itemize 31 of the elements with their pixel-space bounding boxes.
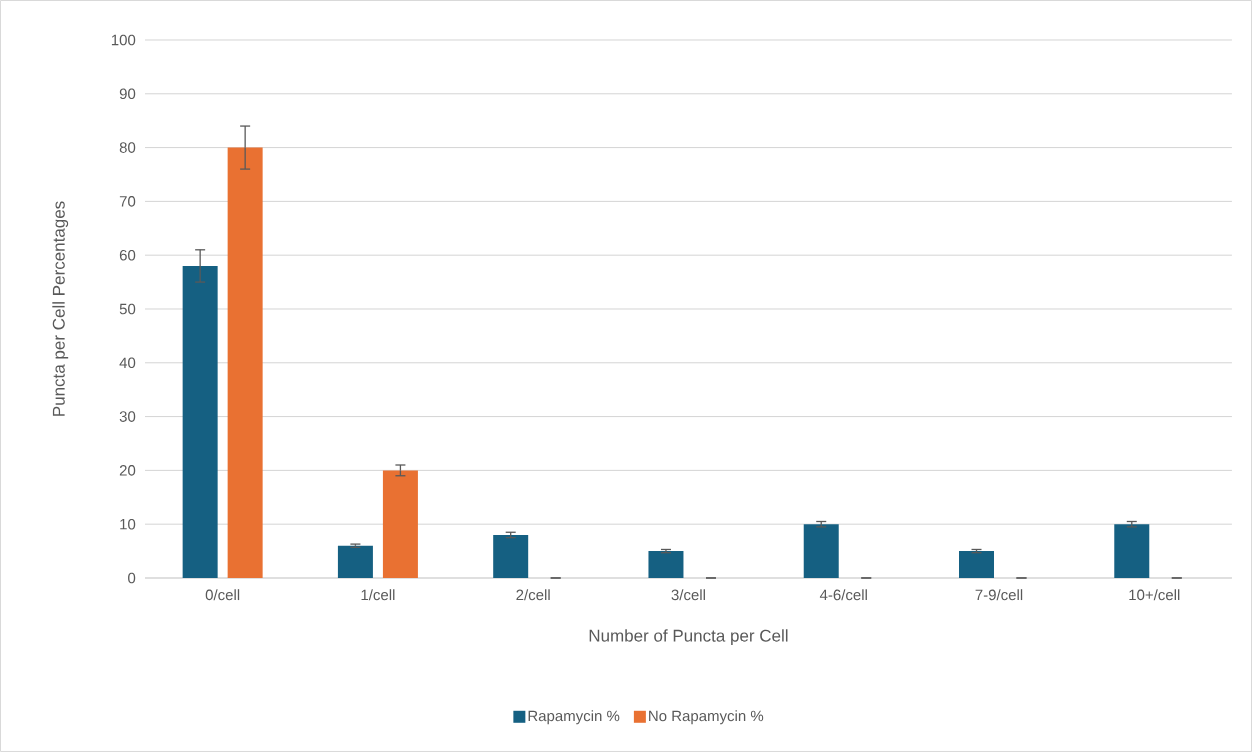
y-tick-label: 30 xyxy=(119,411,136,422)
bar xyxy=(337,545,373,578)
y-tick-label: 40 xyxy=(119,357,136,369)
legend-label: No Rapamycin % xyxy=(649,710,764,725)
y-tick-label: 60 xyxy=(119,249,136,261)
x-tick-label: 0/cell xyxy=(205,589,240,601)
bar xyxy=(648,551,684,578)
bar xyxy=(803,524,839,578)
y-tick-label: 20 xyxy=(119,465,136,476)
y-tick-label: 10 xyxy=(120,518,136,530)
y-tick-label: 50 xyxy=(119,303,136,315)
y-tick-label: 80 xyxy=(119,142,136,153)
x-tick-label: 4-6/cell xyxy=(819,589,867,601)
bar xyxy=(493,534,529,578)
x-tick-label: 2/cell xyxy=(516,589,550,601)
bar xyxy=(182,265,218,578)
x-tick-label: 7-9/cell xyxy=(975,589,1023,601)
legend-label: Rapamycin % xyxy=(528,710,620,725)
bar xyxy=(382,470,418,578)
y-axis-title: Puncta per Cell Percentages xyxy=(52,201,69,416)
bar xyxy=(959,551,995,578)
y-tick-label: 70 xyxy=(119,196,136,207)
x-tick-label: 1/cell xyxy=(361,589,395,601)
x-tick-label: 10+/cell xyxy=(1129,589,1180,601)
bar xyxy=(227,147,263,578)
bar xyxy=(1114,524,1150,578)
y-tick-label: 0 xyxy=(128,572,136,584)
y-tick-label: 100 xyxy=(111,34,136,46)
x-tick-label: 3/cell xyxy=(671,589,705,601)
x-axis-title: Number of Puncta per Cell xyxy=(589,629,788,646)
y-tick-label: 90 xyxy=(119,88,136,100)
